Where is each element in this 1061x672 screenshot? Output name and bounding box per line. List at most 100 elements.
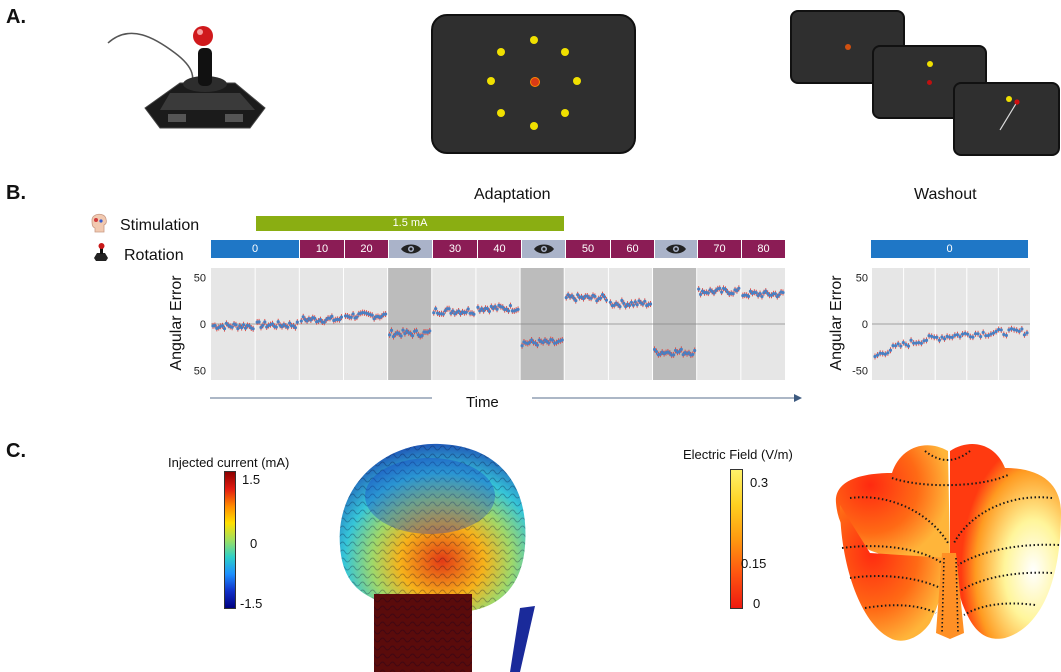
data-point [451,309,454,312]
data-point [1005,334,1008,337]
data-point [411,334,414,337]
data-point [951,336,954,339]
y-tick-label: -50 [852,366,868,378]
data-point [384,312,387,315]
current-tick-min: -1.5 [240,596,262,611]
data-point [778,293,781,296]
data-point [907,345,910,348]
rotation-segment: 60 [611,240,655,258]
stimulation-bar: 1.5 mA [256,216,564,231]
data-point [622,302,625,305]
data-point [221,324,224,327]
data-point [401,329,404,332]
y-axis-title: Angular Error [168,268,186,378]
rotation-segment-label: 20 [360,243,372,255]
data-point [257,320,260,323]
panel-b-label: B. [6,182,26,205]
rotation-segment-label: 50 [582,243,594,255]
data-point [755,291,758,294]
data-point [476,306,479,309]
data-point [277,320,280,323]
data-point [313,317,316,320]
washout-y-axis-title: Angular Error [828,268,846,378]
rotation-segment-label: 70 [713,243,725,255]
data-point [747,295,750,298]
data-point [296,321,299,324]
data-point [415,329,418,332]
rotation-segment: 50 [566,240,611,258]
target-dot [497,48,505,56]
x-axis-title: Time [466,394,499,411]
rotation-label: Rotation [124,247,184,265]
data-point [507,309,510,312]
data-point [242,323,245,326]
data-point [399,334,402,337]
rotation-segment: 30 [433,240,478,258]
data-point [618,305,621,308]
data-point [561,338,564,341]
data-point [486,307,489,310]
data-point [434,307,437,310]
data-point [576,293,579,296]
target-dot [561,109,569,117]
data-point [1020,327,1023,330]
data-point [774,292,777,295]
data-point [634,300,637,303]
data-point [338,318,341,321]
data-point [547,341,550,344]
data-point [655,350,658,353]
data-point [447,307,450,310]
start-dot [845,44,851,50]
data-point [286,326,289,329]
data-point [509,304,512,307]
data-point [599,296,602,299]
rotation-segment-label: 30 [449,243,461,255]
data-point [707,291,710,294]
data-point [886,351,889,354]
target-dot [927,61,933,67]
data-point [574,299,577,302]
data-point [1018,330,1021,333]
data-point [897,342,900,345]
target-dot [573,77,581,85]
data-point [724,288,727,291]
data-point [603,295,606,298]
washout-rotation-bar: 0 [871,240,1028,258]
data-point [966,333,969,336]
data-point [442,312,445,315]
data-point [1000,328,1003,331]
data-point [240,326,243,329]
data-point [649,302,652,305]
rotation-segment: 70 [698,240,742,258]
data-point [720,291,723,294]
data-point [488,310,491,313]
data-point [699,293,702,296]
data-point [605,299,608,302]
data-point [672,353,675,356]
data-point [330,315,333,318]
data-point [465,311,468,314]
data-point [979,335,982,338]
data-point [894,344,897,347]
current-colorbar [224,471,236,609]
data-point [261,324,264,327]
data-point [432,311,435,314]
no-feedback-segment [655,240,698,258]
panel-c-label: C. [6,440,26,463]
data-point [252,327,255,330]
center-start-dot [530,77,540,87]
data-point [589,297,592,300]
target-dot [561,48,569,56]
brain-model-icon [330,436,545,672]
start-dot [927,80,932,85]
data-point [630,301,633,304]
data-point [428,329,431,332]
field-tick-min: 0 [753,596,760,611]
data-point [925,339,928,342]
data-point [593,295,596,298]
data-point [737,287,740,290]
data-point [551,339,554,342]
data-point [1025,331,1028,334]
current-colorbar-title: Injected current (mA) [168,455,289,470]
rotation-segment: 0 [211,240,300,258]
